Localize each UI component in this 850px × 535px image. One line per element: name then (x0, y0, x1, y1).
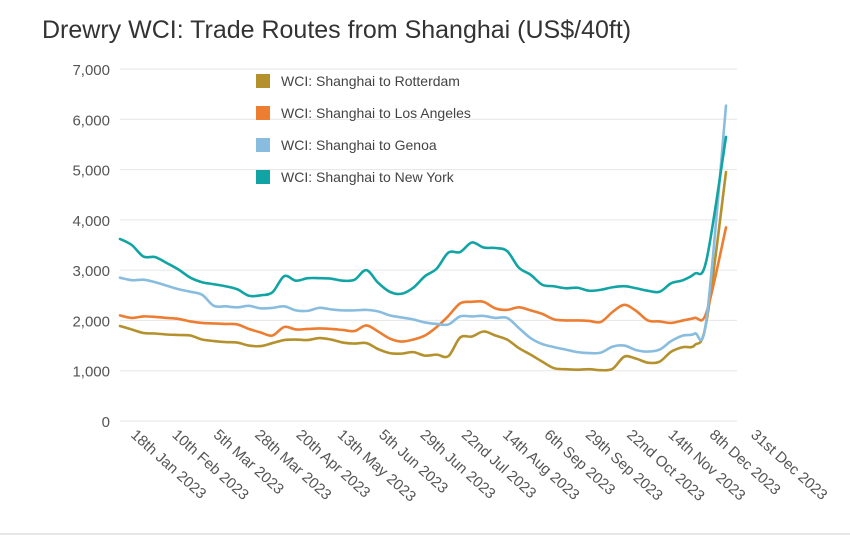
y-tick-label: 0 (102, 414, 110, 431)
y-tick-label: 3,000 (72, 263, 110, 280)
legend-swatch (256, 74, 270, 88)
y-tick-label: 4,000 (72, 213, 110, 230)
series-lines (118, 104, 728, 372)
series-line-4 (118, 135, 728, 298)
legend-label: WCI: Shanghai to New York (281, 169, 455, 185)
y-tick-label: 5,000 (72, 163, 110, 180)
y-tick-label: 7,000 (72, 62, 110, 79)
series-line-3 (118, 104, 728, 355)
legend: WCI: Shanghai to Rotterdam WCI: Shanghai … (256, 73, 471, 185)
legend-label: WCI: Shanghai to Rotterdam (281, 73, 460, 89)
legend-label: WCI: Shanghai to Los Angeles (281, 105, 471, 121)
y-tick-label: 2,000 (72, 313, 110, 330)
y-tick-label: 1,000 (72, 364, 110, 381)
gridlines (120, 68, 737, 422)
series-line-2 (118, 226, 728, 343)
legend-label: WCI: Shanghai to Genoa (281, 137, 437, 153)
legend-swatch (256, 138, 270, 152)
bottom-border (0, 533, 850, 535)
legend-swatch (256, 170, 270, 184)
y-tick-label: 6,000 (72, 112, 110, 129)
y-axis: 0 1,000 2,000 3,000 4,000 5,000 6,000 7,000 (72, 62, 110, 431)
series-line-1 (118, 170, 728, 372)
legend-swatch (256, 106, 270, 120)
chart-title: Drewry WCI: Trade Routes from Shanghai (… (42, 16, 632, 44)
